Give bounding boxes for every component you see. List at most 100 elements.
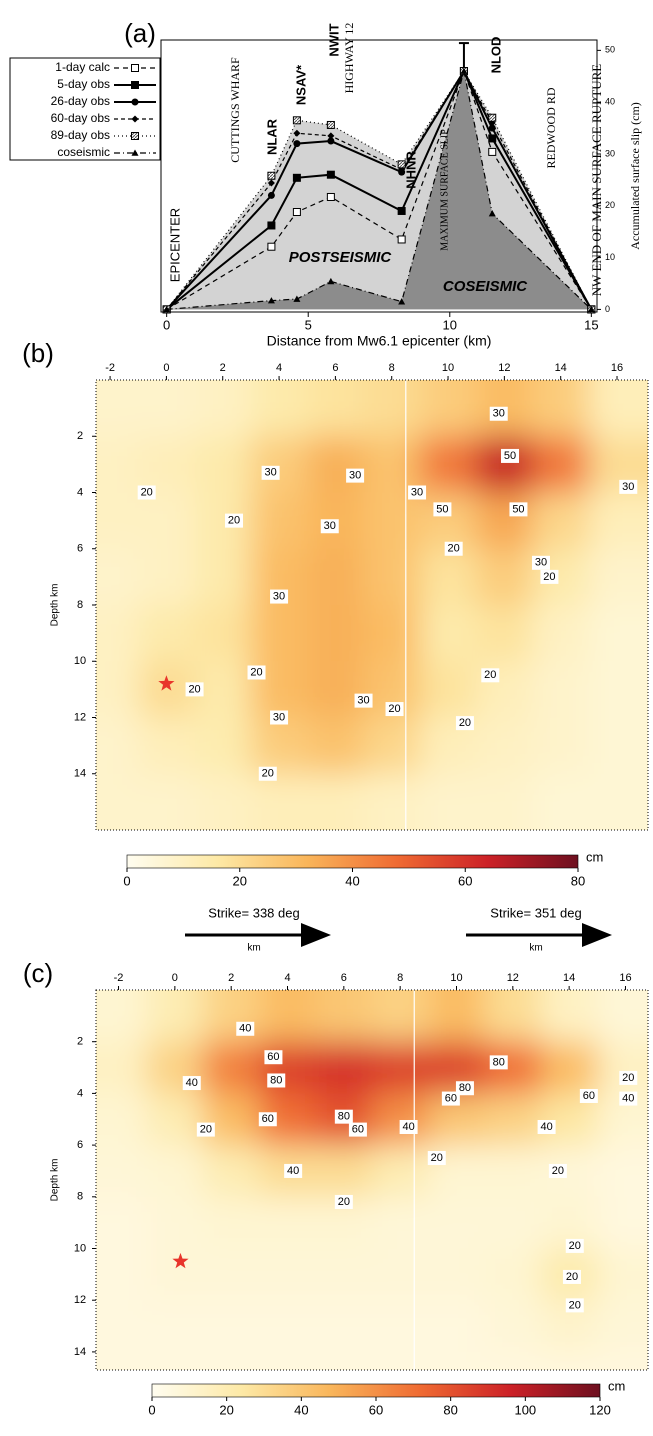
slip-cell bbox=[363, 717, 421, 775]
slip-cell bbox=[532, 773, 590, 830]
heatmap bbox=[96, 990, 648, 1370]
slip-cell bbox=[597, 1196, 648, 1250]
slip-cell bbox=[476, 548, 534, 606]
colorbar-unit: cm bbox=[586, 849, 603, 864]
marker bbox=[398, 298, 406, 305]
slip-cell bbox=[532, 661, 590, 718]
slip-cell bbox=[194, 605, 252, 662]
station-label: NSAV* bbox=[293, 64, 308, 105]
slip-cell bbox=[476, 717, 534, 775]
x-tick-label: 2 bbox=[228, 972, 234, 984]
marker bbox=[267, 221, 276, 230]
y-tick-label: 30 bbox=[605, 148, 615, 158]
contour-label-bg bbox=[531, 555, 550, 570]
place-label: NW END OF MAIN SURFACE RUPTURE bbox=[589, 64, 604, 297]
contour-label: 40 bbox=[402, 1121, 414, 1133]
series-line bbox=[166, 69, 592, 310]
contour-label-bg bbox=[334, 1109, 353, 1124]
slip-cell bbox=[138, 717, 196, 775]
slip-cell bbox=[532, 380, 590, 437]
contour-label: 50 bbox=[512, 503, 524, 515]
contour-label-bg bbox=[427, 1151, 446, 1166]
x-tick-label: 12 bbox=[498, 362, 510, 374]
x-tick-label: -2 bbox=[105, 362, 115, 374]
marker bbox=[293, 140, 301, 148]
contour-label: 20 bbox=[250, 666, 262, 678]
slip-cell bbox=[428, 1300, 486, 1353]
contour-label: 30 bbox=[535, 557, 547, 569]
slip-cell bbox=[363, 436, 421, 493]
slip-cell bbox=[96, 492, 139, 550]
x-tick-label: 4 bbox=[276, 362, 282, 374]
slip-cell bbox=[96, 548, 139, 606]
x-tick-label: 2 bbox=[220, 362, 226, 374]
x-tick-label: 16 bbox=[611, 362, 623, 374]
slip-cell bbox=[250, 436, 308, 493]
series-line bbox=[166, 70, 592, 311]
contour-label: 20 bbox=[459, 717, 471, 729]
slip-cell bbox=[315, 1145, 373, 1198]
slip-cell bbox=[484, 1351, 542, 1370]
slip-cell bbox=[194, 661, 252, 718]
y-tick-label: 14 bbox=[74, 768, 86, 780]
contour-label-bg bbox=[537, 1120, 556, 1135]
heatmap bbox=[96, 380, 648, 830]
slip-cell bbox=[194, 548, 252, 606]
slip-cell bbox=[96, 1196, 148, 1250]
contour-label-bg bbox=[261, 465, 280, 480]
slip-cell bbox=[307, 380, 365, 437]
slip-cell bbox=[203, 1248, 260, 1301]
slip-cell bbox=[363, 548, 421, 606]
slip-cell bbox=[419, 492, 477, 550]
marker bbox=[131, 132, 139, 140]
slip-cell bbox=[146, 1300, 204, 1353]
marker bbox=[292, 173, 301, 182]
slip-cell bbox=[250, 717, 308, 775]
slip-cell bbox=[203, 1196, 260, 1250]
contour-label: 30 bbox=[324, 520, 336, 532]
slip-cell bbox=[138, 492, 196, 550]
marker bbox=[587, 305, 595, 313]
contour-label-bg bbox=[501, 448, 519, 463]
plot-frame bbox=[160, 39, 598, 313]
x-tick-label: 16 bbox=[619, 972, 631, 984]
slip-cell bbox=[96, 1145, 148, 1198]
slip-cell bbox=[428, 1248, 486, 1301]
contour-label: 20 bbox=[200, 1123, 212, 1135]
y-tick-label: 10 bbox=[74, 1242, 86, 1254]
slip-cell bbox=[315, 1300, 373, 1353]
marker bbox=[326, 192, 335, 201]
marker bbox=[397, 235, 406, 244]
slip-cell bbox=[363, 380, 421, 437]
slip-cell bbox=[363, 605, 421, 662]
slip-cell bbox=[194, 436, 252, 493]
marker bbox=[292, 208, 301, 217]
x-tick-label: 8 bbox=[397, 972, 403, 984]
x-tick-label: 14 bbox=[555, 362, 567, 374]
slip-cell bbox=[484, 1093, 542, 1146]
slip-cell bbox=[307, 661, 365, 718]
y-axis-label: Depth km bbox=[50, 584, 61, 627]
slip-cell bbox=[315, 1351, 373, 1370]
contour-label-bg bbox=[489, 406, 508, 421]
slip-cell bbox=[428, 1196, 486, 1250]
marker bbox=[131, 98, 139, 106]
series-line bbox=[166, 68, 593, 311]
colorbar-tick-label: 0 bbox=[148, 1402, 155, 1417]
contour-label: 40 bbox=[186, 1077, 198, 1089]
slip-cell bbox=[203, 1300, 260, 1353]
slip-cell bbox=[597, 1351, 648, 1370]
panel-label: (a) bbox=[124, 18, 156, 48]
contour-label: 20 bbox=[484, 669, 496, 681]
slip-cell bbox=[194, 380, 252, 437]
marker bbox=[488, 113, 497, 122]
contour-label-bg bbox=[441, 1091, 460, 1106]
y-tick-label: 10 bbox=[605, 252, 615, 262]
slip-cell bbox=[419, 436, 477, 493]
contour-label: 60 bbox=[583, 1090, 595, 1102]
heatmap-cells bbox=[96, 380, 648, 830]
slip-cell bbox=[419, 380, 477, 437]
slip-cell bbox=[315, 1041, 373, 1094]
slip-cell bbox=[372, 1145, 429, 1198]
slip-cell bbox=[372, 1196, 429, 1250]
